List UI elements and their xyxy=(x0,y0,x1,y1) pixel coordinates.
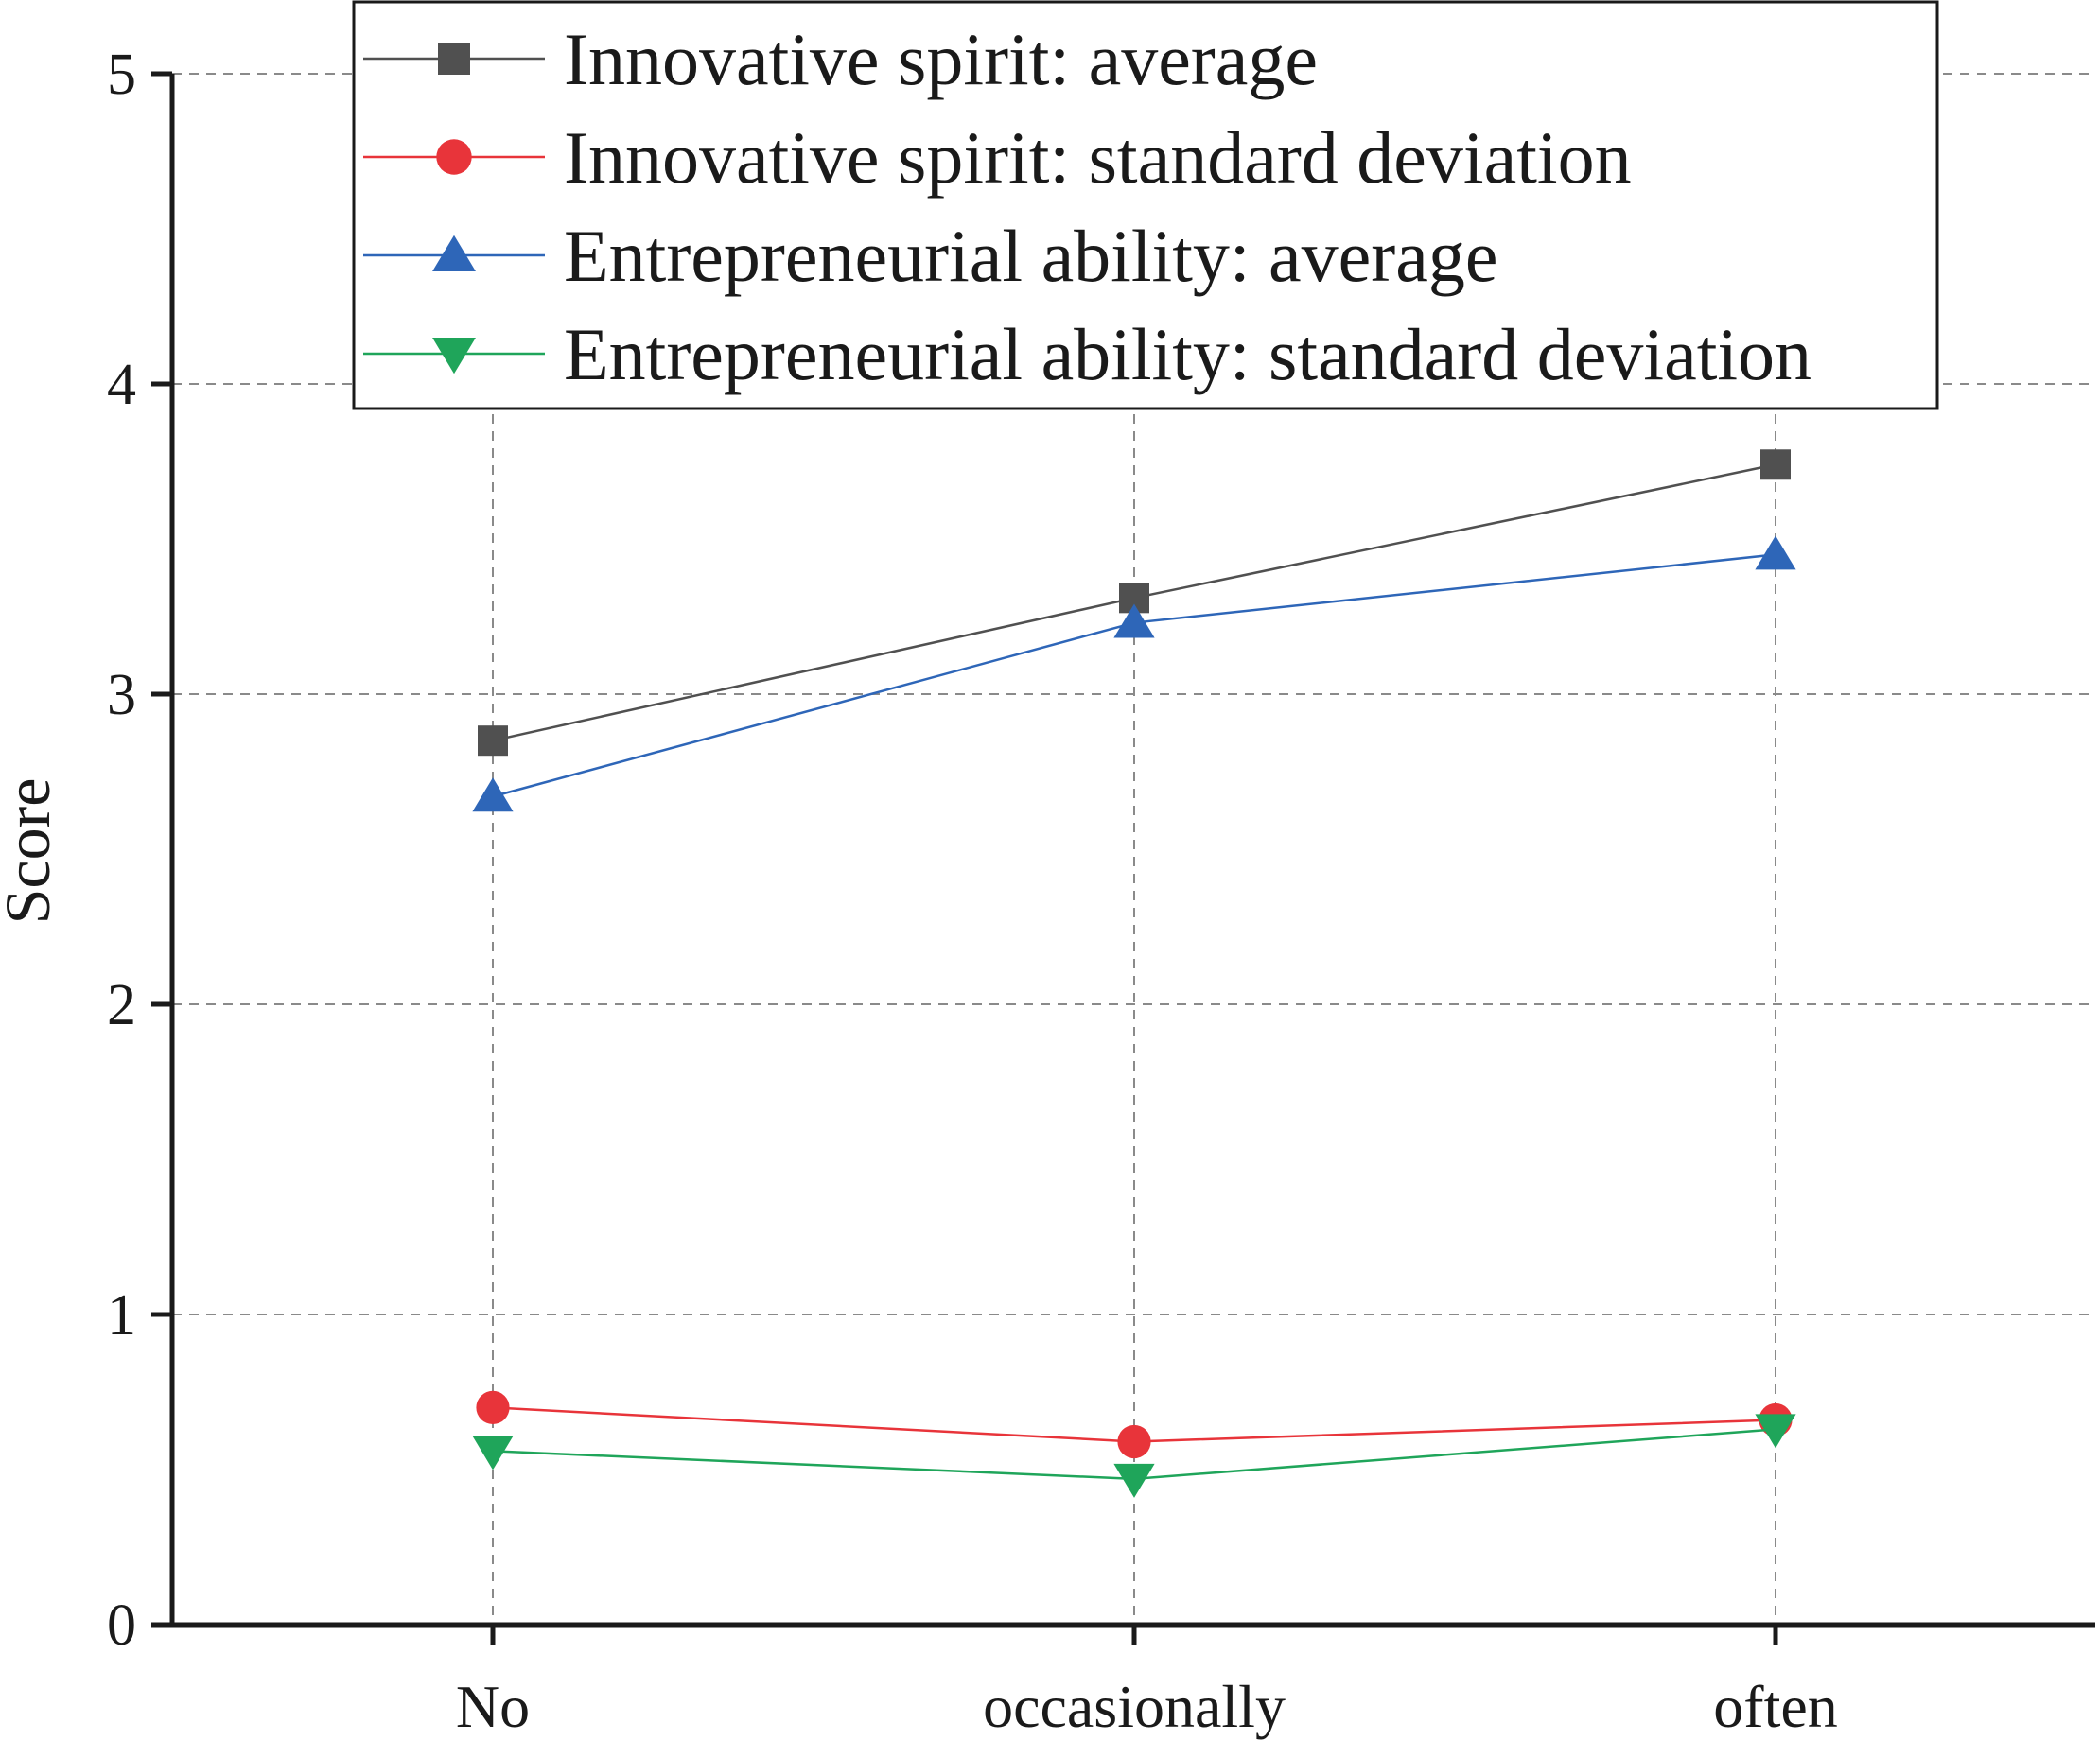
legend-marker xyxy=(436,139,472,175)
x-tick-label: occasionally xyxy=(983,1673,1286,1740)
legend-marker xyxy=(432,235,476,271)
data-point xyxy=(1113,603,1155,638)
legend-marker xyxy=(432,338,476,374)
data-point xyxy=(476,1390,510,1424)
legend-item: Innovative spirit: average xyxy=(363,18,1318,100)
y-tick-label: 5 xyxy=(107,43,136,107)
axis-layer: 0 1 2 3 4 5 No occasionally often xyxy=(107,43,2095,1740)
legend: Innovative spirit: average Innovative spi… xyxy=(352,0,1939,410)
series-1 xyxy=(478,449,1791,757)
y-tick-label: 1 xyxy=(107,1283,136,1348)
legend-marker xyxy=(438,43,470,75)
series-layer xyxy=(472,449,1796,1498)
y-tick-label: 2 xyxy=(107,973,136,1037)
legend-label: Innovative spirit: standard deviation xyxy=(564,116,1632,199)
data-point xyxy=(1760,449,1791,480)
data-point xyxy=(478,725,508,757)
legend-item: Entrepreneurial ability: standard deviat… xyxy=(363,313,1811,395)
data-point xyxy=(1755,535,1796,570)
y-tick-label: 3 xyxy=(107,663,136,727)
data-point xyxy=(472,1436,514,1471)
data-point xyxy=(1755,1414,1796,1449)
data-point xyxy=(1113,1463,1155,1498)
y-axis-title: Score xyxy=(0,778,63,925)
legend-label: Innovative spirit: average xyxy=(564,18,1318,100)
series-4 xyxy=(472,1414,1796,1498)
y-tick-label: 4 xyxy=(107,353,136,417)
legend-box xyxy=(352,0,1939,410)
legend-item: Entrepreneurial ability: average xyxy=(363,215,1498,297)
x-tick-label: often xyxy=(1713,1673,1838,1740)
series-3 xyxy=(472,535,1796,812)
legend-item: Innovative spirit: standard deviation xyxy=(363,116,1632,199)
legend-label: Entrepreneurial ability: standard deviat… xyxy=(564,313,1811,395)
data-point xyxy=(472,777,514,812)
data-point xyxy=(1117,1424,1151,1459)
x-tick-label: No xyxy=(456,1673,530,1740)
y-tick-label: 0 xyxy=(107,1593,136,1658)
legend-label: Entrepreneurial ability: average xyxy=(564,215,1498,297)
